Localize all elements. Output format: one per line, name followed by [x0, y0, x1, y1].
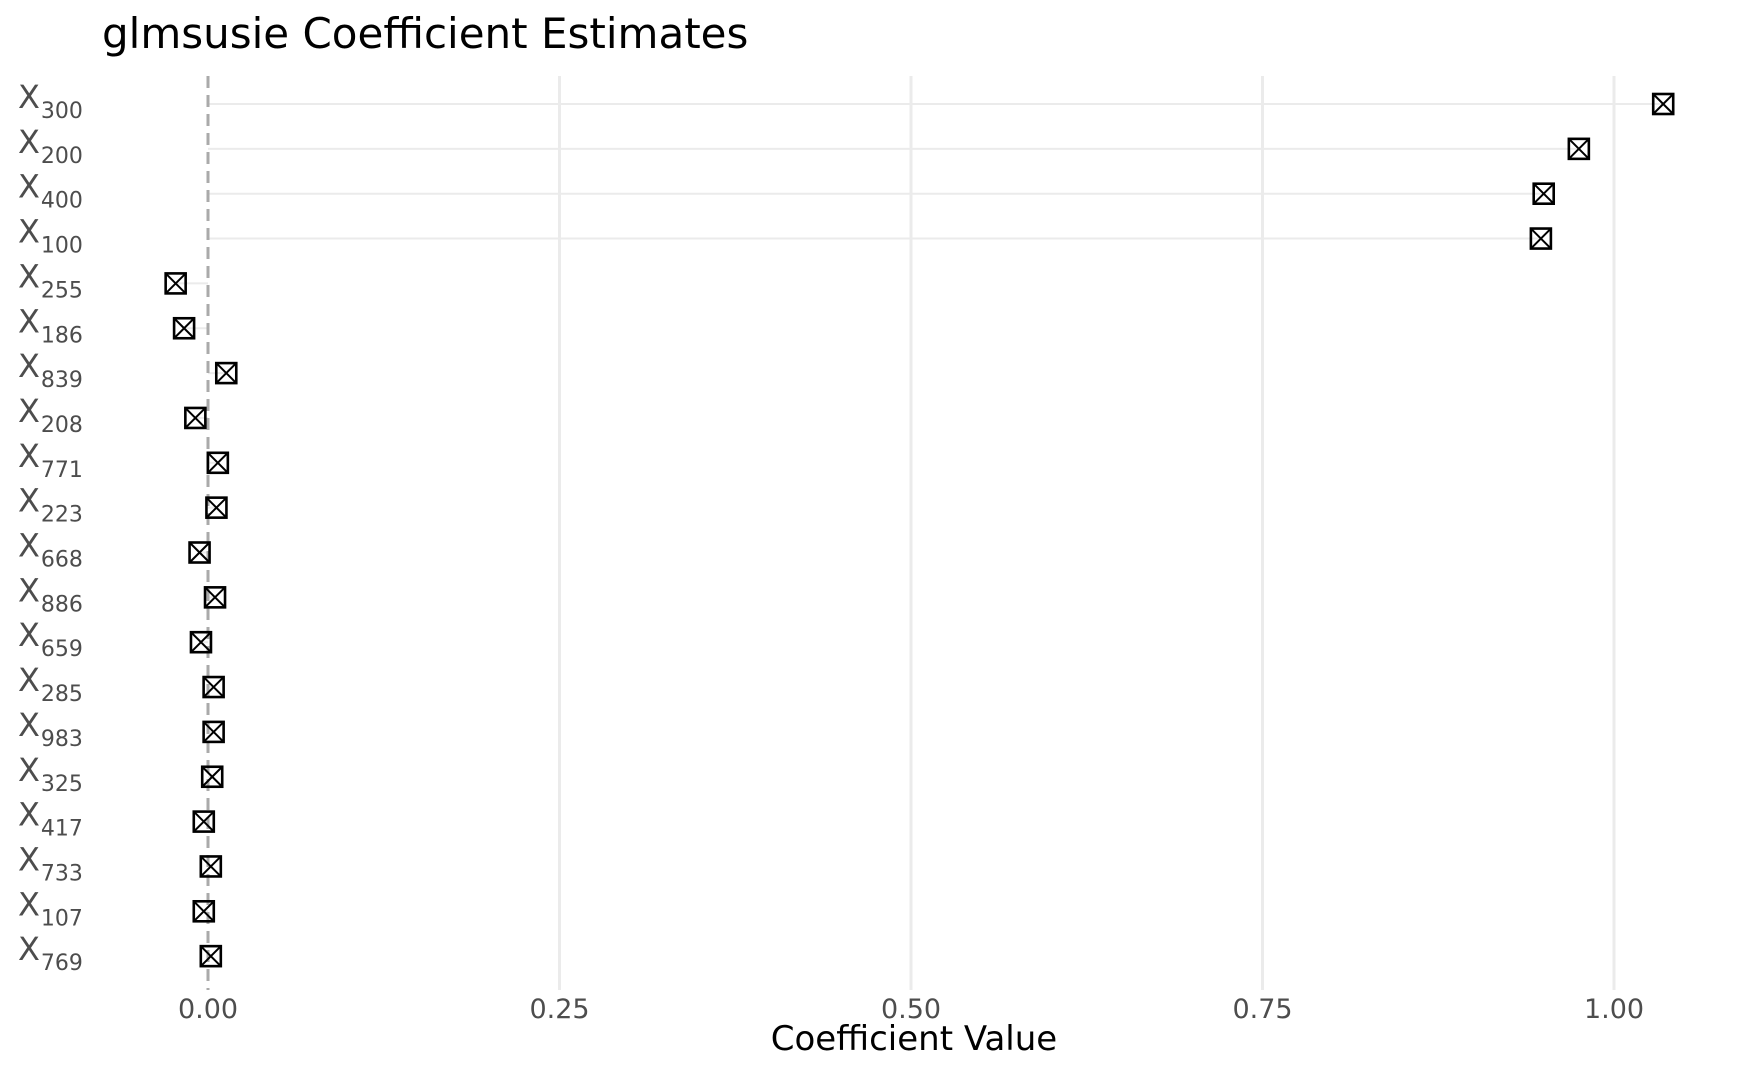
y-tick-label: X255 [18, 257, 83, 303]
data-point [199, 855, 223, 878]
y-tick-label: X325 [18, 751, 83, 797]
y-tick-label: X771 [18, 437, 83, 483]
x-tick-label: 0.75 [1232, 994, 1292, 1025]
y-tick-label: X208 [18, 392, 83, 438]
y-tick-label: X769 [18, 930, 83, 976]
data-point [192, 810, 216, 833]
y-tick-label: X668 [18, 527, 83, 573]
y-tick-label: X200 [18, 123, 83, 169]
x-axis-tick-labels: 0.00 0.25 0.50 0.75 1.00 [178, 994, 1644, 1025]
gridlines [558, 76, 1616, 990]
x-tick-label: 1.00 [1584, 994, 1644, 1025]
y-tick-label: X186 [18, 302, 83, 348]
data-point [1567, 137, 1591, 161]
y-tick-label: X107 [18, 885, 83, 931]
data-point [206, 451, 230, 475]
x-axis-title: Coefficient Value [771, 1019, 1057, 1059]
data-point [184, 406, 207, 430]
y-tick-label: X983 [18, 706, 83, 752]
x-tick-label: 0.00 [178, 994, 238, 1025]
data-point [202, 720, 225, 744]
data-point [202, 675, 225, 699]
y-tick-label: X285 [18, 661, 83, 707]
x-tick-label: 0.50 [881, 994, 941, 1025]
y-tick-label: X659 [18, 616, 83, 662]
data-point [188, 541, 211, 564]
data-point [203, 586, 227, 609]
chart-title: glmsusie Coefficient Estimates [102, 9, 748, 58]
data-point [192, 899, 216, 923]
y-tick-label: X100 [18, 213, 83, 259]
data-point [1529, 227, 1553, 250]
y-tick-label: X886 [18, 571, 83, 617]
y-tick-label: X400 [18, 168, 83, 214]
x-tick-label: 0.25 [529, 994, 589, 1025]
y-tick-label: X733 [18, 840, 83, 886]
data-point [1651, 92, 1675, 116]
data-point [200, 765, 224, 789]
data-point [172, 316, 196, 340]
data-point [164, 272, 187, 295]
y-tick-label: X417 [18, 796, 83, 842]
data-point [1532, 182, 1555, 205]
data-point [199, 944, 223, 968]
data-point [214, 361, 238, 385]
y-tick-label: X839 [18, 347, 83, 393]
y-tick-label: X223 [18, 482, 83, 528]
data-point [205, 496, 228, 519]
data-point [189, 630, 213, 654]
y-tick-label: X300 [18, 78, 83, 124]
data-points [164, 92, 1675, 968]
point-segments [175, 103, 1664, 958]
y-axis-tick-labels: X300X200X400X100X255X186X839X208X771X223… [18, 78, 83, 976]
